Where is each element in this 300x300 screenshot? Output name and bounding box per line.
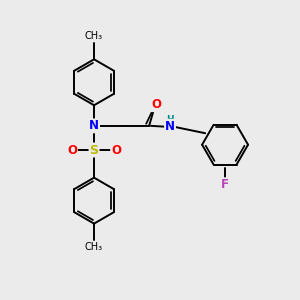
Text: O: O bbox=[111, 143, 121, 157]
Text: N: N bbox=[89, 119, 99, 132]
Text: O: O bbox=[67, 143, 77, 157]
Text: N: N bbox=[165, 120, 175, 133]
Text: F: F bbox=[221, 178, 229, 191]
Text: CH₃: CH₃ bbox=[85, 242, 103, 252]
Text: H: H bbox=[166, 116, 174, 124]
Text: S: S bbox=[90, 143, 99, 157]
Text: CH₃: CH₃ bbox=[85, 31, 103, 41]
Text: O: O bbox=[151, 98, 161, 111]
